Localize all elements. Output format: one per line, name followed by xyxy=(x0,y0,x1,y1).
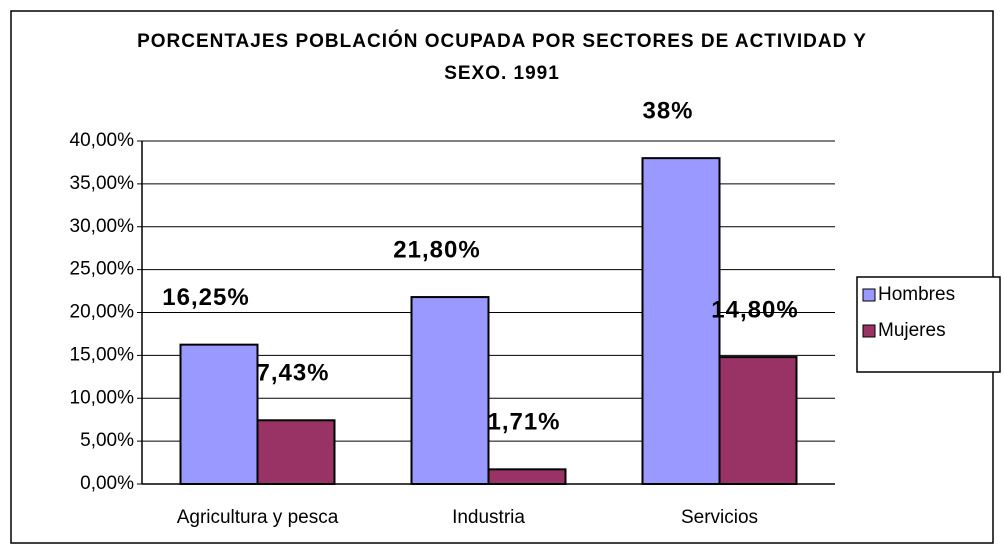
y-tick-label: 0,00% xyxy=(80,473,134,494)
y-tick-label: 10,00% xyxy=(70,387,135,408)
bar xyxy=(641,157,721,485)
data-label: 14,80% xyxy=(711,296,798,323)
y-tick-label: 20,00% xyxy=(70,302,135,323)
legend-label: Hombres xyxy=(878,284,955,305)
data-label: 7,43% xyxy=(256,360,329,387)
legend-box xyxy=(856,276,1001,373)
legend-label: Mujeres xyxy=(878,320,946,341)
y-tick-label: 30,00% xyxy=(70,216,135,237)
data-label: 16,25% xyxy=(162,284,249,311)
bar xyxy=(256,419,336,485)
y-tick-label: 15,00% xyxy=(70,344,135,365)
bar xyxy=(410,296,490,485)
legend-swatch xyxy=(862,288,876,302)
chart-border xyxy=(10,10,994,544)
x-tick-label: Agricultura y pesca xyxy=(177,507,339,528)
y-tick-label: 40,00% xyxy=(70,130,135,151)
chart-title: PORCENTAJES POBLACIÓN OCUPADA POR SECTOR… xyxy=(137,31,867,84)
y-tick-label: 35,00% xyxy=(70,173,135,194)
y-tick-label: 25,00% xyxy=(70,259,135,280)
x-tick-label: Industria xyxy=(452,507,525,528)
data-label: 38% xyxy=(642,97,693,124)
legend-swatch xyxy=(862,324,876,338)
data-label: 1,71% xyxy=(487,409,560,436)
x-tick-label: Servicios xyxy=(681,507,758,528)
bar xyxy=(179,343,259,485)
y-tick-label: 5,00% xyxy=(80,430,134,451)
bar xyxy=(487,468,567,486)
data-label: 21,80% xyxy=(393,236,480,263)
bar xyxy=(718,356,798,485)
